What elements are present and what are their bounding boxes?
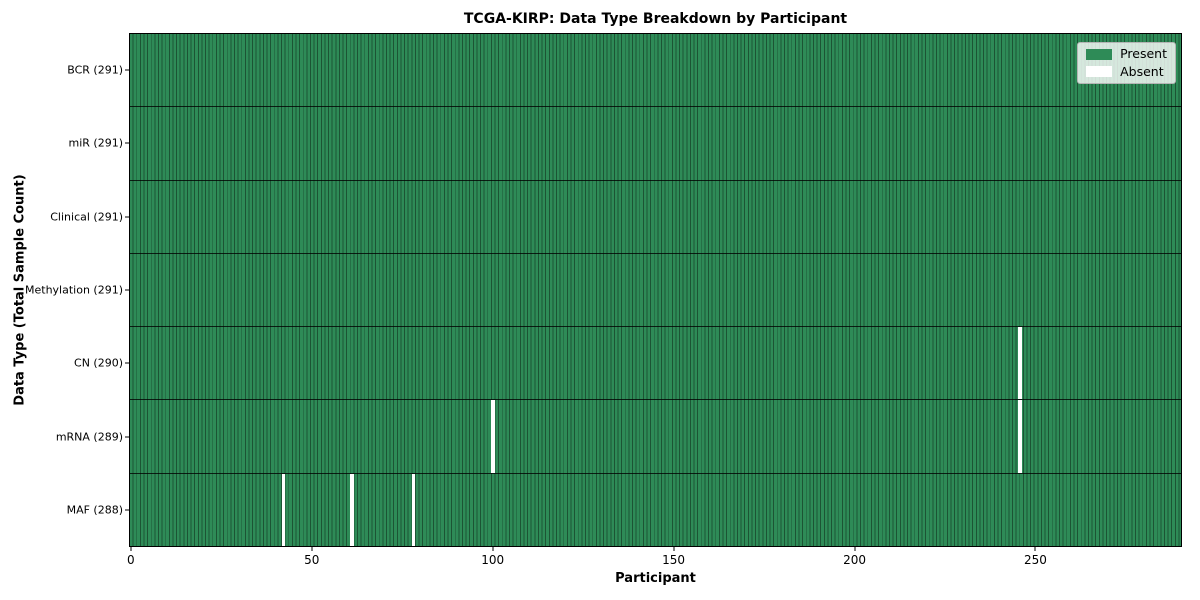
x-tick-label: 0 <box>126 553 135 567</box>
y-tick-label: miR (291) <box>68 136 124 150</box>
legend-label-present: Present <box>1120 46 1167 61</box>
y-tick-mark <box>125 362 129 364</box>
row-cn <box>130 327 1181 401</box>
y-tick-mark <box>125 509 129 511</box>
y-tick-label: BCR (291) <box>67 63 123 77</box>
x-tick-mark <box>1034 547 1036 551</box>
legend: Present Absent <box>1077 42 1176 84</box>
y-tick-label: Clinical (291) <box>50 210 123 224</box>
x-tick-label: 50 <box>304 553 320 567</box>
row-maf <box>130 473 1181 546</box>
y-tick-label: mRNA (289) <box>55 430 123 444</box>
y-tick-label: CN (290) <box>74 356 123 370</box>
chart-title: TCGA-KIRP: Data Type Breakdown by Partic… <box>463 11 848 27</box>
legend-label-absent: Absent <box>1120 63 1164 79</box>
y-tick-mark <box>125 436 129 438</box>
row-bcr <box>130 34 1181 108</box>
x-tick-label: 200 <box>843 553 866 567</box>
x-tick-mark <box>311 547 313 551</box>
x-tick-label: 150 <box>662 553 686 567</box>
legend-entry-present: Present <box>1086 46 1167 61</box>
x-tick-label: 100 <box>481 553 505 567</box>
x-tick-mark <box>130 547 132 551</box>
x-tick-mark <box>492 547 494 551</box>
absent-marker <box>411 473 416 546</box>
row-mir <box>130 107 1181 181</box>
plot-area: Present Absent <box>129 33 1182 547</box>
row-clinical <box>130 181 1181 254</box>
y-tick-label: MAF (288) <box>66 503 123 517</box>
legend-swatch-absent <box>1086 66 1113 78</box>
absent-marker <box>491 400 495 473</box>
x-axis-label: Participant <box>615 571 696 586</box>
y-tick-label: Methylation (291) <box>25 283 123 297</box>
absent-marker <box>1018 327 1023 400</box>
legend-entry-absent: Absent <box>1086 63 1167 79</box>
absent-marker <box>1018 400 1023 473</box>
legend-swatch-present <box>1086 48 1113 60</box>
y-tick-mark <box>125 216 129 218</box>
row-methylation <box>130 254 1181 328</box>
rows-container <box>130 34 1181 546</box>
row-mrna <box>130 400 1181 474</box>
x-tick-mark <box>854 547 856 551</box>
x-tick-mark <box>673 547 675 551</box>
absent-marker <box>281 473 286 546</box>
absent-marker <box>350 473 354 546</box>
y-tick-mark <box>125 142 129 144</box>
x-tick-label: 250 <box>1023 553 1047 567</box>
y-tick-mark <box>125 289 129 291</box>
y-tick-mark <box>125 69 129 71</box>
